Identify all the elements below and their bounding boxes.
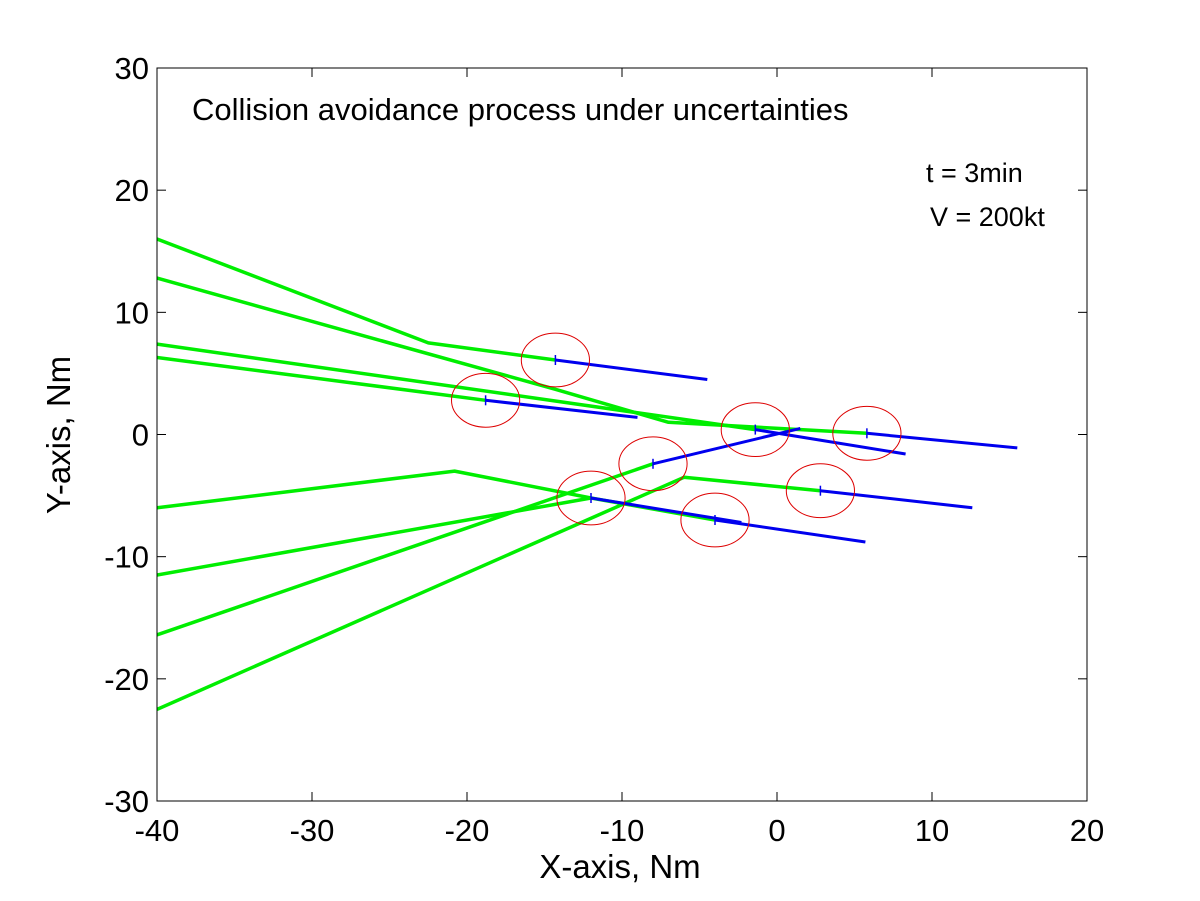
x-tick-label: 10 [915,813,949,848]
y-tick-label: -10 [104,540,149,575]
y-tick-label: 10 [115,295,149,330]
history-track-2 [157,276,867,436]
planned-track-4 [485,398,638,419]
planned-track-2 [866,431,1018,450]
planned-track-8 [820,489,973,510]
x-axis-label: X-axis, Nm [539,848,700,885]
x-tick-label: -40 [135,813,180,848]
y-tick-label: 0 [132,418,149,453]
y-tick-label: -20 [104,662,149,697]
uncertainty-circle-8 [785,463,856,519]
uncertainty-circle-6 [556,470,626,526]
history-track-4 [157,355,486,403]
planned-track-1 [555,358,708,381]
y-tick-label: 30 [115,51,149,86]
uncertainty-circle-2 [451,372,521,428]
uncertainty-circle-1 [520,332,591,388]
history-track-8 [157,475,821,712]
uncertainty-circle-4 [832,405,902,461]
plot-content [157,237,1018,712]
history-track-7 [157,462,654,637]
chart-title: Collision avoidance process under uncert… [192,92,849,127]
x-tick-label: -30 [290,813,335,848]
y-tick-label: -30 [104,784,149,819]
x-tick-label: -10 [600,813,645,848]
speed-annotation: V = 200kt [930,202,1045,232]
uncertainty-circle-7 [680,492,750,548]
plot-area [157,237,1018,712]
uncertainty-circle-5 [618,436,688,492]
x-tick-label: 0 [768,813,785,848]
planned-track-7 [652,426,801,466]
x-tick-label: -20 [445,813,490,848]
planned-track-6 [590,496,742,524]
x-tick-label: 20 [1070,813,1104,848]
y-axis-label: Y-axis, Nm [40,356,77,514]
uncertainty-circle-3 [720,402,790,458]
time-annotation: t = 3min [926,158,1023,188]
history-track-1 [157,237,556,362]
y-tick-label: 20 [115,173,149,208]
